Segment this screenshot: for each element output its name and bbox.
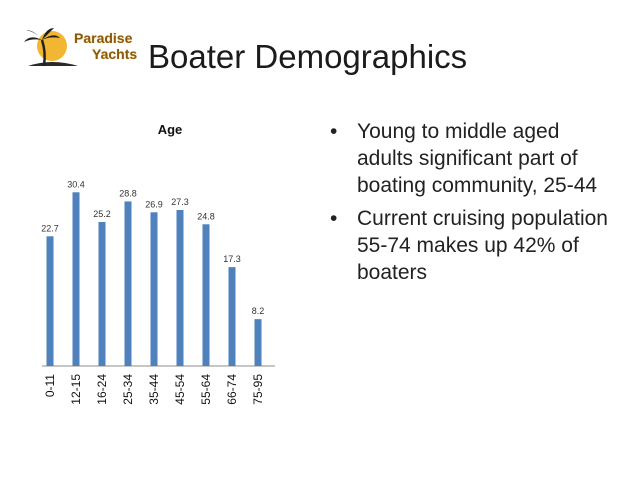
bar-16-24 <box>98 222 106 366</box>
data-label-45-54: 27.3 <box>171 197 189 207</box>
logo-line-1: Paradise <box>74 30 133 46</box>
slide-title: Boater Demographics <box>148 38 468 75</box>
bullet-text: Young to middle aged adults significant … <box>357 120 598 197</box>
tick-label-45-54: 45-54 <box>173 374 187 405</box>
bullet-text: Current cruising population 55-74 makes … <box>357 207 608 284</box>
bar-55-64 <box>202 224 210 366</box>
data-label-group: 22.7 30.4 25.2 28.8 26.9 27.3 24.8 17.3 8.2 <box>41 179 264 316</box>
bar-35-44 <box>150 212 158 366</box>
paradise-yachts-logo: Paradise Yachts <box>22 24 137 74</box>
bar-0-11 <box>46 236 54 366</box>
bullet-item: • Young to middle aged adults significan… <box>330 118 620 199</box>
tick-label-16-24: 16-24 <box>95 374 109 405</box>
tick-label-66-74: 66-74 <box>225 374 239 405</box>
tick-label-75-95: 75-95 <box>251 374 265 405</box>
palm-tree-icon <box>24 28 78 67</box>
tick-label-12-15: 12-15 <box>69 374 83 405</box>
tick-label-35-44: 35-44 <box>147 374 161 405</box>
age-bar-chart: Age 22.7 30.4 25.2 28.8 26.9 27.3 24.8 17.3 8.2 … <box>30 110 300 440</box>
chart-title: Age <box>158 122 183 137</box>
bar-25-34 <box>124 201 132 366</box>
data-label-12-15: 30.4 <box>67 179 85 189</box>
data-label-0-11: 22.7 <box>41 223 59 233</box>
bullet-list: • Young to middle aged adults significan… <box>330 118 620 292</box>
bar-75-95 <box>254 319 262 366</box>
tick-label-group: 0-11 12-15 16-24 25-34 35-44 45-54 55-64 66-74 7… <box>43 374 265 405</box>
chart-svg: Age 22.730.425.228.826.9 27.324.817.38.2 … <box>41 122 275 405</box>
data-label-25-34: 28.8 <box>119 188 137 198</box>
tick-label-0-11: 0-11 <box>43 374 57 397</box>
bar-66-74 <box>228 267 236 366</box>
bullet-dot: • <box>330 207 338 230</box>
data-label-55-64: 24.8 <box>197 211 215 221</box>
tick-label-55-64: 55-64 <box>199 374 213 405</box>
bullet-dot: • <box>330 120 338 143</box>
bullet-item: • Current cruising population 55-74 make… <box>330 205 620 286</box>
data-label-16-24: 25.2 <box>93 209 111 219</box>
data-label-66-74: 17.3 <box>223 254 241 264</box>
bar-12-15 <box>72 192 80 366</box>
tick-label-25-34: 25-34 <box>121 374 135 405</box>
data-label-35-44: 26.9 <box>145 199 163 209</box>
data-label-75-95: 8.2 <box>252 306 265 316</box>
bar-45-54 <box>176 210 184 366</box>
logo-line-2: Yachts <box>92 46 138 62</box>
bar-group <box>46 192 262 366</box>
